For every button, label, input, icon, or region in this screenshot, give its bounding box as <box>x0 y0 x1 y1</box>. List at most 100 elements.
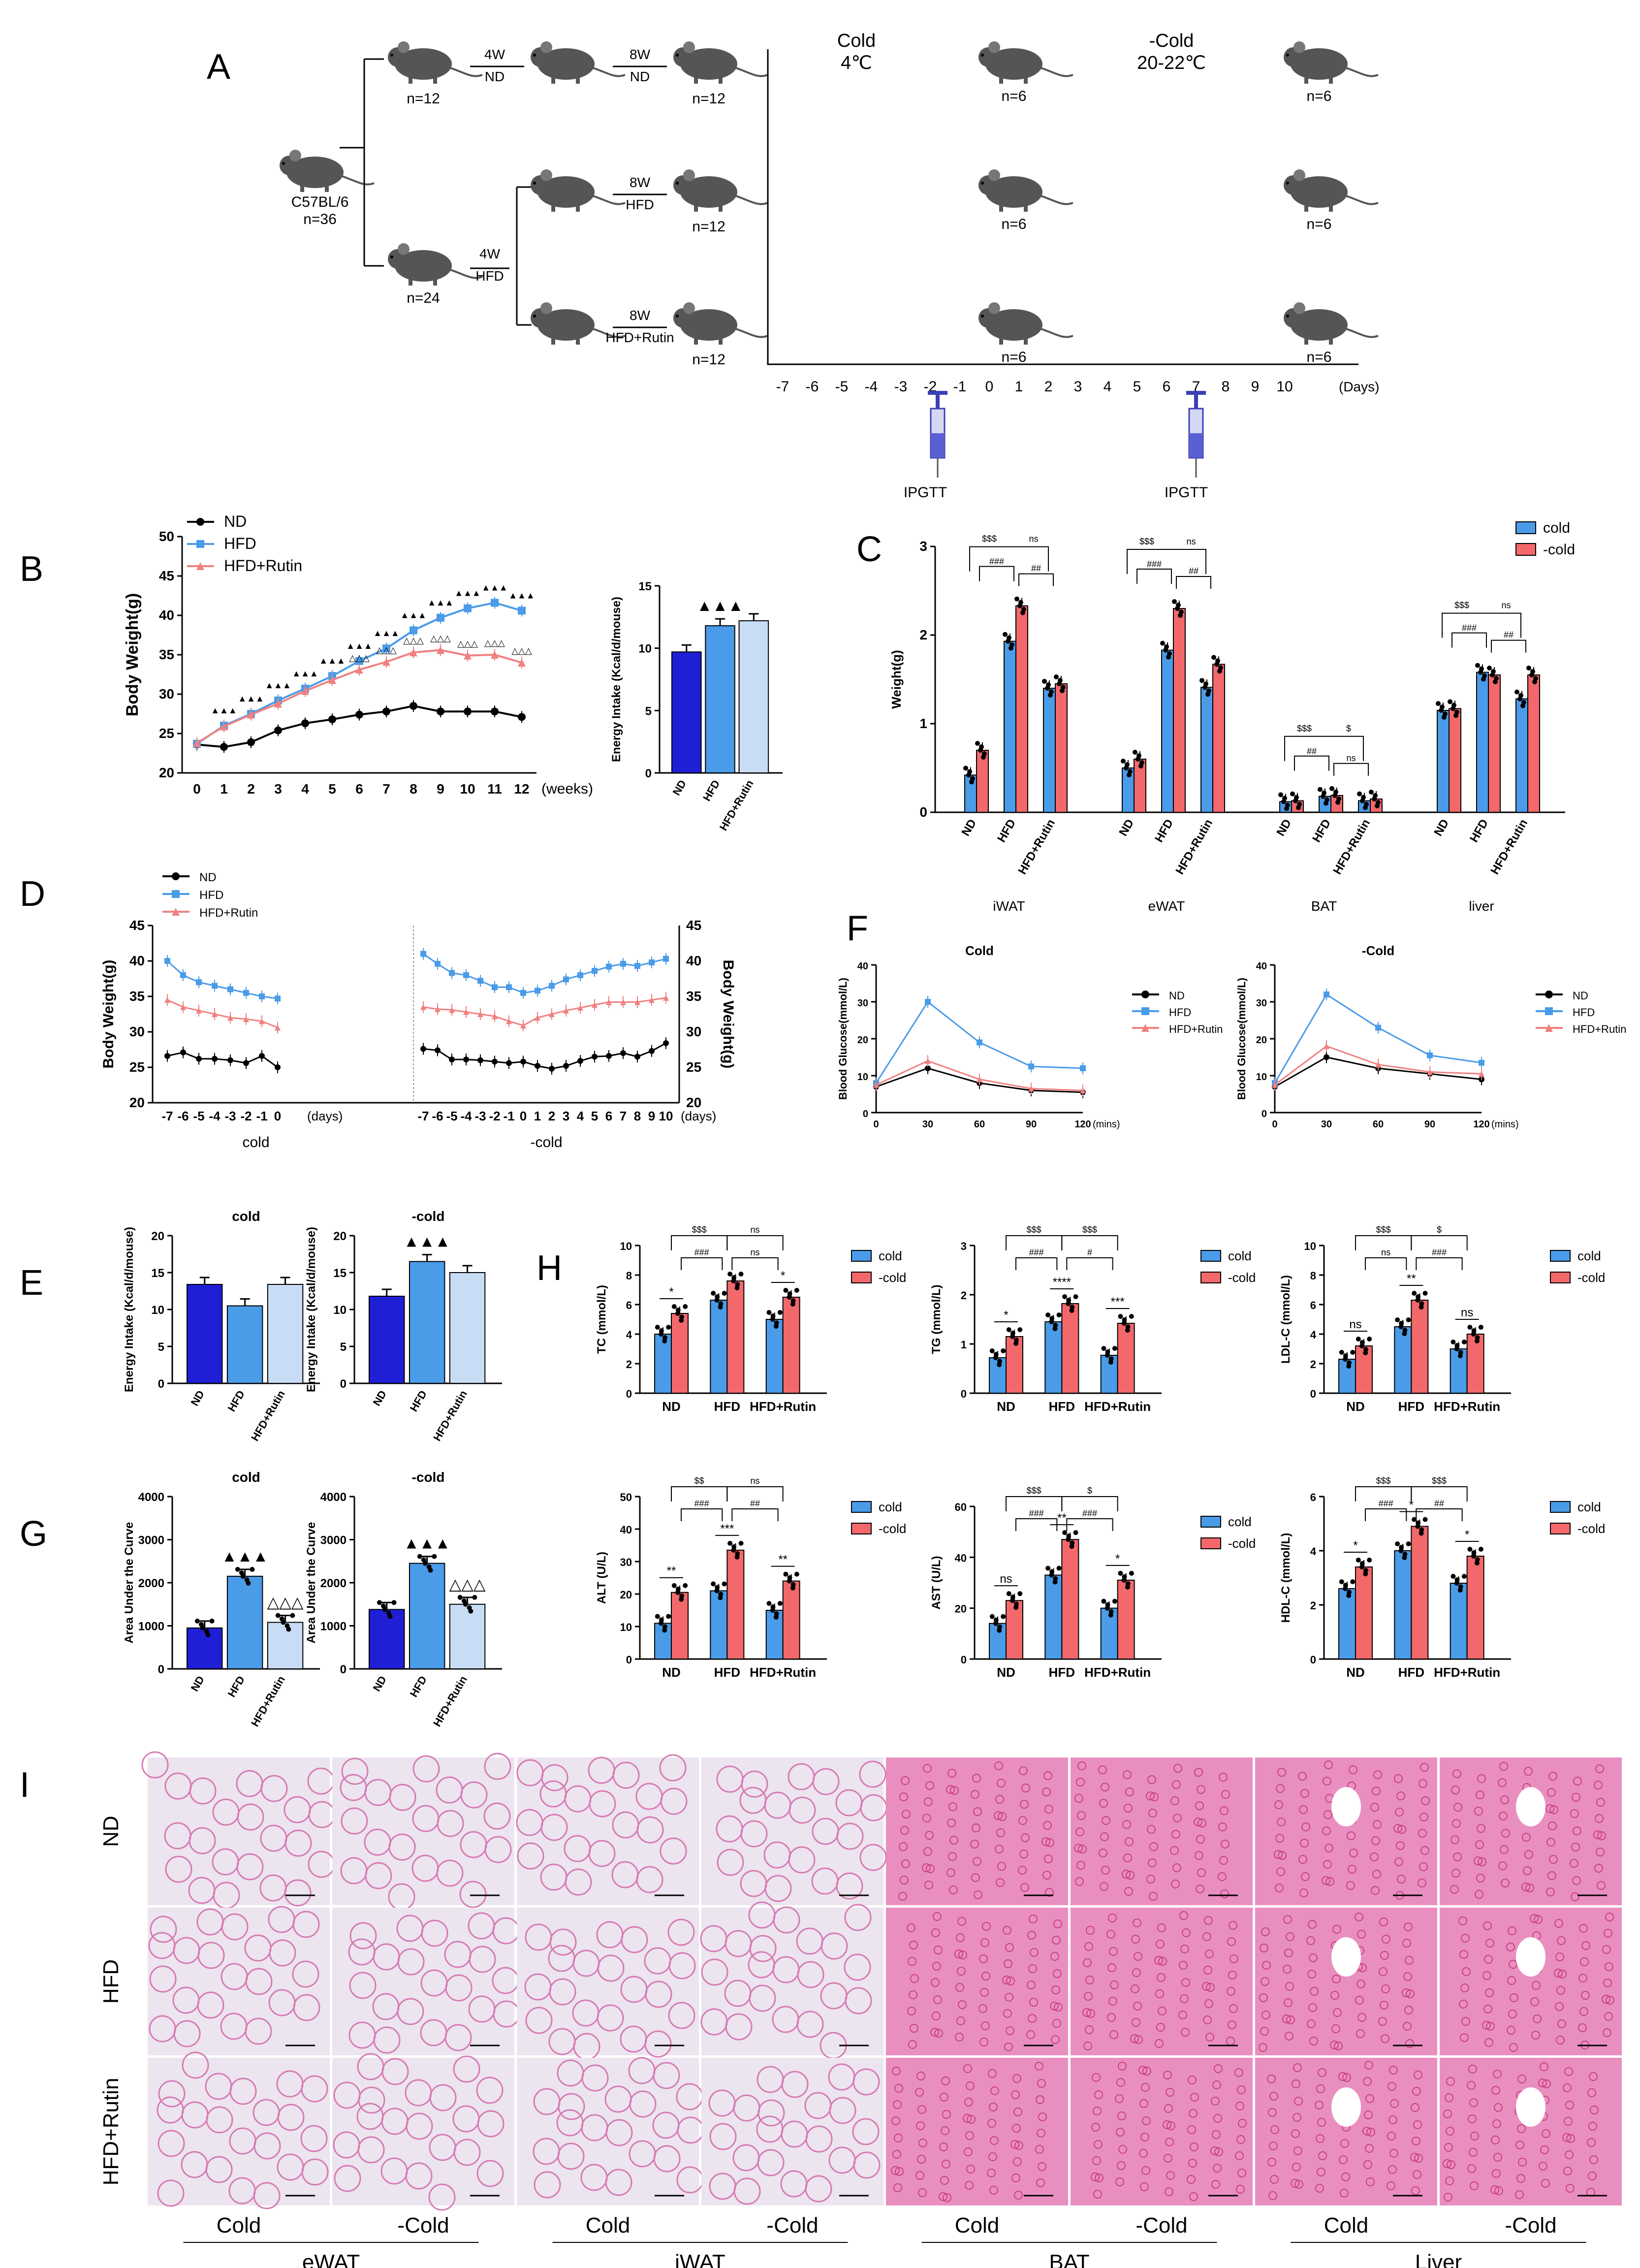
panel-letter-g: G <box>20 1514 47 1554</box>
he-cell-1-2-13 <box>668 2002 695 2029</box>
chart-d-legend-marker-0 <box>172 872 180 880</box>
he-cell-2-1-16 <box>452 2105 480 2133</box>
he-cell-2-4-13 <box>918 2188 927 2197</box>
chart-c-1-1-1-dot-4 <box>1179 609 1184 614</box>
chart-c-2-2-0-dot-4 <box>1364 801 1369 807</box>
chart-b-sig-rutin-11: △△△ <box>484 638 505 648</box>
chart-c-bar-0-1-0 <box>1004 640 1016 813</box>
he-cell-1-7-46 <box>1578 1974 1587 1982</box>
chart-c-bar-3-0-0 <box>1437 710 1450 813</box>
chart-h-tg-bracket-sig-3: ### <box>1029 1247 1044 1257</box>
chart-h-ldl-2-0-dot-3 <box>1454 1343 1460 1348</box>
he-cell-0-6-20 <box>1300 1789 1309 1798</box>
chart-g-cold-b1-dot-5 <box>250 1566 255 1572</box>
he-cell-2-6-44 <box>1292 2079 1300 2088</box>
he-cell-2-7-37 <box>1492 2169 1501 2178</box>
chart-b-s0-pt-6 <box>355 710 363 719</box>
he-cell-2-6-52 <box>1339 2155 1348 2164</box>
he-cell-2-2-15 <box>604 2085 632 2113</box>
he-cell-2-0-4 <box>182 2051 209 2079</box>
chart-h-tg-ylabel: TG (mmol/L) <box>930 1284 943 1354</box>
he-row-label-1: HFD <box>99 1959 123 2004</box>
timeline-day-1: -6 <box>806 379 819 395</box>
he-cell-0-6-36 <box>1395 1808 1404 1817</box>
chart-h-tg-bracket-sig-1: $$$ <box>1027 1225 1041 1235</box>
chart-c-1-1-0-dot-0 <box>1160 640 1165 646</box>
chart-f-cold-xtick-1: 30 <box>922 1119 933 1130</box>
chart-c-1-1-1-dot-0 <box>1172 599 1177 604</box>
chart-h-tc-1-1-dot-4 <box>735 1282 740 1287</box>
chart-b-ytick-0: 20 <box>159 765 174 780</box>
he-cell-1-7-30 <box>1484 1955 1493 1964</box>
he-cell-0-7-25 <box>1572 1793 1580 1802</box>
chart-g-warm-ytick-1: 1000 <box>320 1620 347 1633</box>
he-cell-2-5-56 <box>1163 2120 1171 2129</box>
root-n: n=36 <box>303 211 337 227</box>
he-cell-0-5-43 <box>1195 1851 1203 1860</box>
chart-h-ldl-1-0-dot-0 <box>1395 1317 1400 1322</box>
chart-f-cold-s1-pt-3 <box>1028 1063 1034 1070</box>
he-cell-2-5-32 <box>1188 2159 1197 2168</box>
he-cell-1-2-19 <box>620 2025 647 2053</box>
he-cell-0-3-15 <box>788 1763 815 1790</box>
he-cell-0-4-6 <box>902 1810 911 1819</box>
he-cell-1-5-0 <box>1158 1957 1167 1966</box>
chart-h-tg-2-1-dot-3 <box>1122 1317 1127 1322</box>
he-cell-0-0-18 <box>164 1822 191 1850</box>
chart-d-warm-s2-pt-0 <box>420 1004 426 1010</box>
he-cell-2-6-6 <box>1318 2151 1327 2160</box>
he-cell-2-5-23 <box>1093 2190 1102 2199</box>
he-cell-1-7-9 <box>1485 1939 1494 1948</box>
he-cell-1-5-44 <box>1083 2042 1092 2050</box>
chart-h-tg-bracket-4 <box>1066 1257 1113 1270</box>
chart-h-ldl-legend-swatch-1 <box>1550 1272 1571 1283</box>
chart-b-s2-pt-10 <box>464 651 472 660</box>
chart-b-energy-ytick-0: 0 <box>645 767 652 780</box>
he-cell-0-4-18 <box>973 1857 981 1866</box>
chart-c-sig-d-2: ns <box>1346 753 1356 763</box>
he-cell-1-4-58 <box>1050 2002 1059 2011</box>
chart-h-tg-cat-1: HFD <box>1049 1399 1075 1414</box>
he-cell-0-7-24 <box>1524 1767 1533 1776</box>
he-cell-0-0-0 <box>141 1751 169 1779</box>
chart-g-cold-cat-1: HFD <box>225 1674 247 1699</box>
chart-d-warm-s2-pt-8 <box>535 1015 540 1021</box>
chart-g-warm-b1-dot-3 <box>421 1557 426 1563</box>
he-cell-0-4-23 <box>1044 1854 1053 1863</box>
chart-g-warm-b2-dot-0 <box>457 1595 463 1600</box>
he-cell-0-2-21 <box>539 1780 567 1808</box>
he-image-2-3 <box>701 2058 883 2205</box>
he-cell-0-3-20 <box>859 1760 886 1788</box>
he-cell-2-4-42 <box>964 2147 973 2156</box>
he-cell-1-5-55 <box>1106 1930 1115 1939</box>
chart-d-rtick-4: 40 <box>686 953 701 968</box>
chart-c-1-2-0-dot-4 <box>1206 688 1211 694</box>
he-cell-1-7-59 <box>1530 1914 1539 1923</box>
chart-h-alt-bar-0-1 <box>671 1592 689 1660</box>
he-cell-1-4-45 <box>931 1928 940 1937</box>
he-cell-0-6-16 <box>1277 1818 1286 1826</box>
he-cell-0-4-34 <box>900 1876 909 1885</box>
chart-h-ldl-bracket-sig-4: ### <box>1432 1247 1447 1257</box>
he-cell-1-7-54 <box>1458 1917 1467 1925</box>
chart-h-ldl-1-0-dot-4 <box>1402 1328 1408 1333</box>
chart-g-warm-annot-2: △△△ <box>449 1575 486 1593</box>
he-cell-0-4-20 <box>901 1776 910 1785</box>
chart-h-tg-bracket-sig-2: $$$ <box>1082 1225 1097 1235</box>
he-cell-1-7-17 <box>1533 2014 1542 2023</box>
he-cell-2-7-0 <box>1566 2134 1575 2143</box>
chart-g-cold-b0-dot-0 <box>194 1618 200 1624</box>
chart-d-cold-s0-pt-3 <box>212 1055 218 1062</box>
chart-h-ldl-0-1-dot-3 <box>1359 1340 1365 1345</box>
he-cell-1-5-53 <box>1178 2011 1187 2019</box>
chart-h-tc-bracket-4 <box>731 1257 779 1270</box>
chart-h-ldl-pair-sig-2: ns <box>1461 1306 1473 1319</box>
he-cell-2-7-51 <box>1491 2136 1500 2144</box>
chart-h-alt-bar-2-1 <box>782 1580 800 1660</box>
he-cell-1-6-4 <box>1382 1935 1390 1944</box>
chart-d-warm-s2-pt-7 <box>520 1022 526 1029</box>
